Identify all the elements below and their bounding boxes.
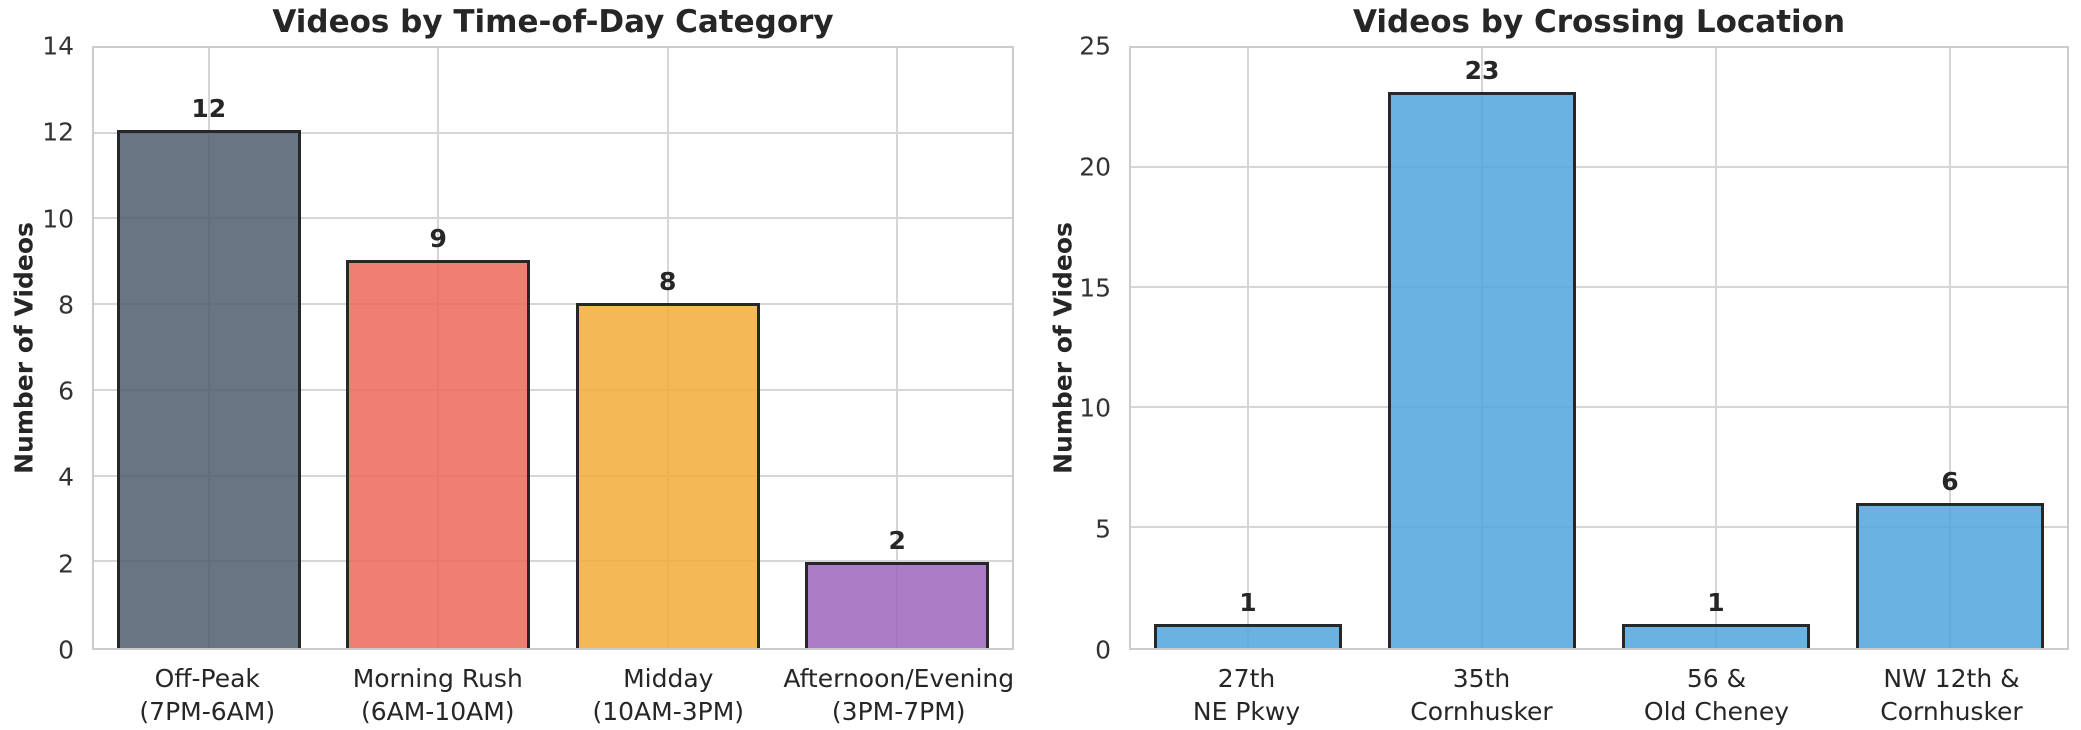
gridline-x-0 <box>1247 48 1249 648</box>
y-tick-label: 0 <box>1095 635 1111 665</box>
x-tick-label-27th: 27th NE Pkwy <box>1192 664 1301 726</box>
y-tick-label: 10 <box>1079 393 1111 423</box>
x-tick-label-morning-rush: Morning Rush (6AM-10AM) <box>352 664 523 726</box>
x-tick-label-56: 56 & Old Cheney <box>1643 664 1790 726</box>
y-tick-label: 2 <box>58 549 74 579</box>
gridline-y-10 <box>1131 406 2067 408</box>
y-tick-label: 10 <box>42 204 74 234</box>
plot-area: 12 9 8 2 <box>92 46 1014 650</box>
y-tick-label: 8 <box>58 290 74 320</box>
bar-value-label-morning-rush: 9 <box>429 223 447 253</box>
chart-title: Videos by Time-of-Day Category <box>272 4 834 40</box>
plot-area: 1 23 1 6 <box>1129 46 2069 650</box>
y-axis-label: Number of Videos <box>1048 222 1078 474</box>
bar-value-label-off-peak: 12 <box>191 94 227 124</box>
y-tick-label: 4 <box>58 462 74 492</box>
gridline-y-5 <box>1131 526 2067 528</box>
x-tick-label-midday: Midday (10AM-3PM) <box>592 664 745 726</box>
y-tick-label: 12 <box>42 117 74 147</box>
bar-morning-rush <box>346 259 531 648</box>
bar-value-label-27th: 1 <box>1239 587 1257 617</box>
chart-title: Videos by Crossing Location <box>1352 4 1846 40</box>
bar-35th <box>1388 92 1576 648</box>
y-tick-label: 5 <box>1095 514 1111 544</box>
y-tick-label: 15 <box>1079 273 1111 303</box>
x-tick-label-afternoon-evening: Afternoon/Evening (3PM-7PM) <box>783 664 1015 726</box>
gridline-y-20 <box>1131 166 2067 168</box>
x-tick-label-nw-12th: NW 12th & Cornhusker <box>1880 664 2023 726</box>
bar-27th <box>1154 623 1342 648</box>
gridline-y-15 <box>1131 286 2067 288</box>
bar-value-label-56: 1 <box>1707 587 1725 617</box>
x-tick-label-off-peak: Off-Peak (7PM-6AM) <box>139 664 276 726</box>
bar-value-label-nw-12th: 6 <box>1941 467 1959 497</box>
gridline-x-2 <box>1715 48 1717 648</box>
y-tick-label: 0 <box>58 635 74 665</box>
y-tick-label: 20 <box>1079 152 1111 182</box>
bar-value-label-35th: 23 <box>1464 56 1500 86</box>
y-tick-label: 25 <box>1079 31 1111 61</box>
y-tick-label: 14 <box>42 31 74 61</box>
bar-56 <box>1622 623 1810 648</box>
gridline-x-3 <box>1949 48 1951 648</box>
chart-time-of-day: Videos by Time-of-Day Category Number of… <box>0 0 1040 730</box>
chart-crossing-location: Videos by Crossing Location Number of Vi… <box>1041 0 2081 730</box>
y-axis-label: Number of Videos <box>9 222 39 474</box>
bar-nw-12th <box>1856 503 2044 648</box>
bar-value-label-afternoon-evening: 2 <box>888 525 906 555</box>
gridline-y-4 <box>94 474 1012 477</box>
bar-midday <box>575 302 760 648</box>
gridline-y-12 <box>94 131 1012 134</box>
gridline-y-10 <box>94 217 1012 220</box>
gridline-x-3 <box>896 48 899 648</box>
bar-off-peak <box>116 130 301 648</box>
gridline-y-6 <box>94 388 1012 391</box>
gridline-y-2 <box>94 560 1012 563</box>
bar-value-label-midday: 8 <box>659 266 677 296</box>
x-tick-label-35th: 35th Cornhusker <box>1410 664 1553 726</box>
gridline-y-8 <box>94 303 1012 306</box>
bar-afternoon-evening <box>805 561 990 648</box>
y-tick-label: 6 <box>58 376 74 406</box>
